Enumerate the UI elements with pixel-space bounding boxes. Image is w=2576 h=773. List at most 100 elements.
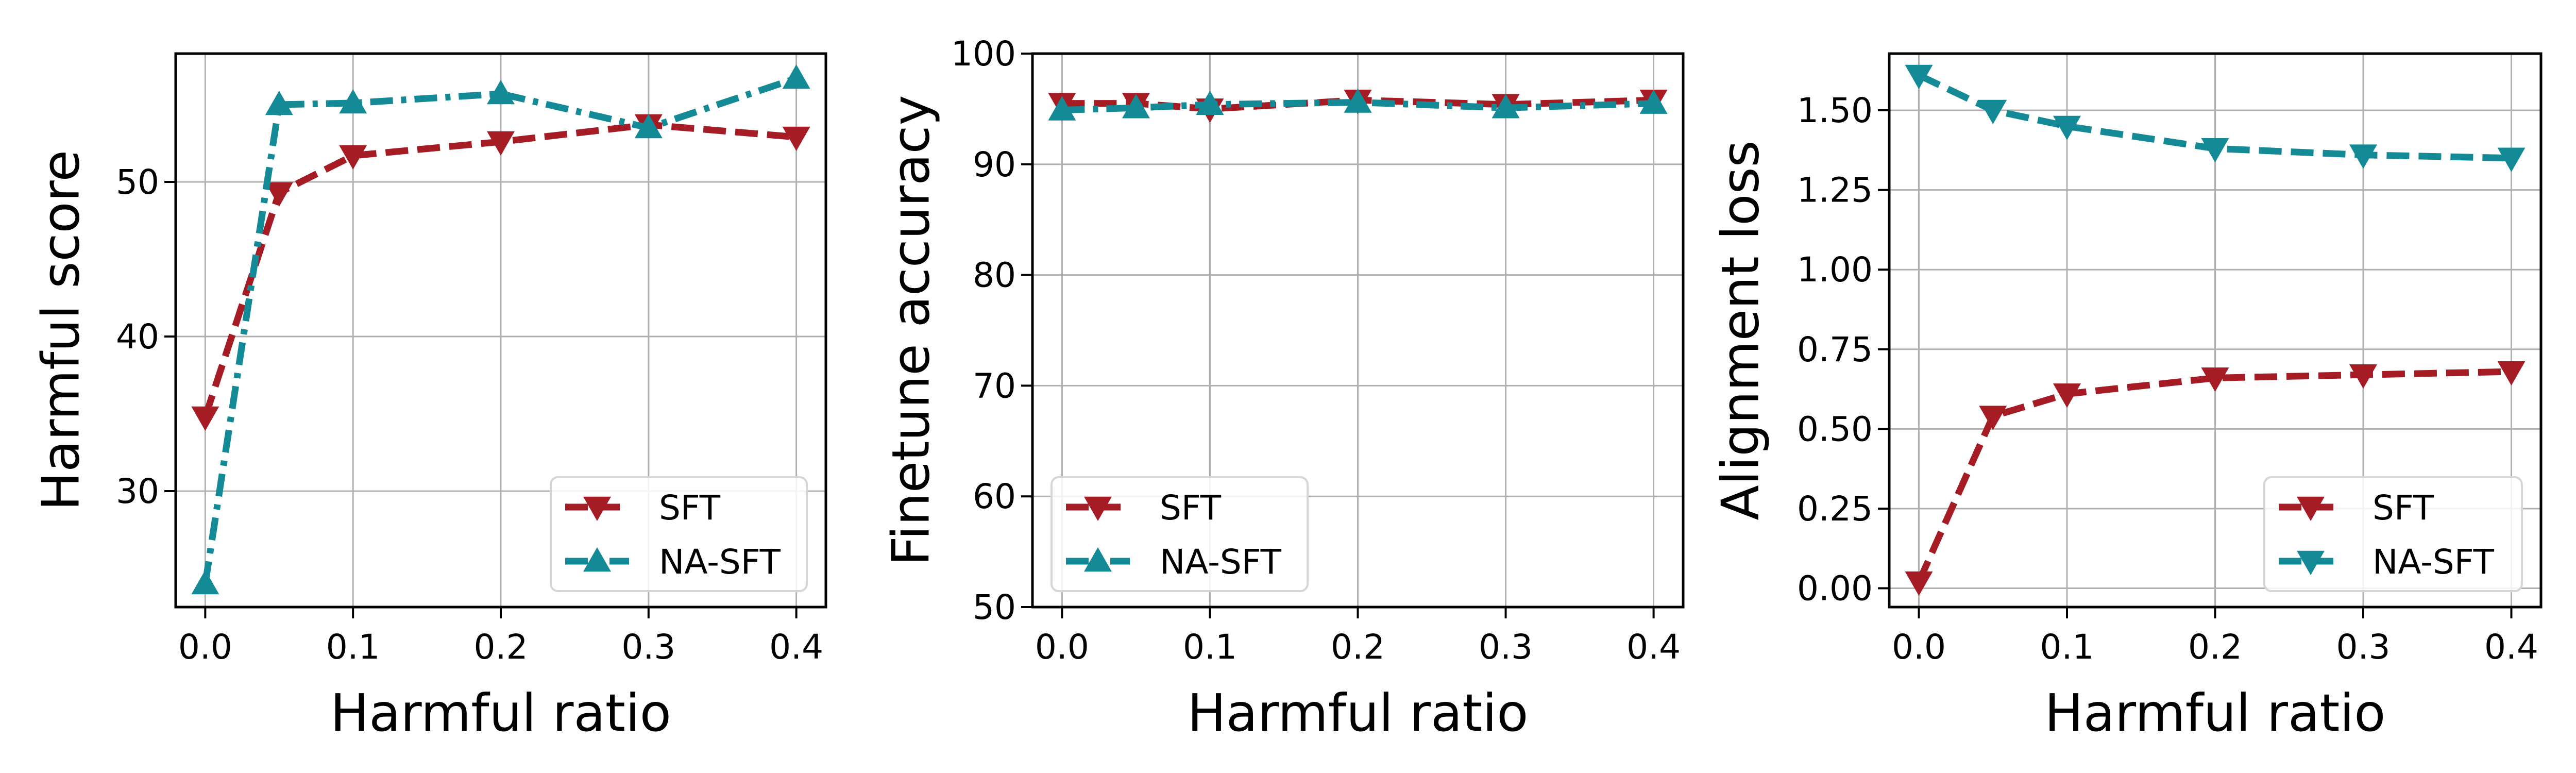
legend-item-na-sft: NA-SFT xyxy=(2279,542,2495,582)
legend-item-sft: SFT xyxy=(2279,488,2434,528)
x-tick-label: 0.4 xyxy=(1626,627,1681,667)
legend-item-na-sft: NA-SFT xyxy=(1066,542,1282,582)
data-point xyxy=(2053,115,2081,140)
data-point xyxy=(191,406,219,431)
legend-label: SFT xyxy=(1160,488,1222,528)
legend-label: NA-SFT xyxy=(659,542,781,582)
x-tick-label: 0.1 xyxy=(1183,627,1237,667)
y-tick-label: 70 xyxy=(973,366,1016,406)
x-tick-label: 0.2 xyxy=(1331,627,1385,667)
y-tick-label: 1.50 xyxy=(1797,91,1873,130)
legend-marker xyxy=(2297,496,2325,521)
data-point xyxy=(1196,90,1224,115)
legend-marker xyxy=(583,547,611,572)
y-tick-label: 80 xyxy=(973,256,1016,295)
x-tick-label: 0.2 xyxy=(474,627,528,667)
x-axis-label: Harmful ratio xyxy=(1188,683,1529,743)
y-tick-label: 1.25 xyxy=(1797,171,1873,210)
data-point xyxy=(1048,96,1076,121)
x-tick-label: 0.3 xyxy=(621,627,675,667)
legend-marker xyxy=(583,496,611,521)
y-tick-label: 0.25 xyxy=(1797,489,1873,529)
y-tick-label: 100 xyxy=(951,34,1016,74)
data-point xyxy=(2349,364,2377,389)
x-axis-label: Harmful ratio xyxy=(330,683,671,743)
x-tick-label: 0.2 xyxy=(2188,627,2242,667)
data-point xyxy=(2201,138,2229,163)
legend: SFT NA-SFT xyxy=(2263,476,2523,592)
y-tick-label: 0.75 xyxy=(1797,330,1873,369)
data-point xyxy=(1905,64,1933,90)
data-point xyxy=(1492,94,1520,119)
y-tick-label: 0.50 xyxy=(1797,409,1873,449)
legend-label: NA-SFT xyxy=(2372,542,2495,582)
x-tick-label: 0.1 xyxy=(2040,627,2094,667)
legend-label: SFT xyxy=(659,488,721,528)
y-axis-label: Alignment loss xyxy=(1710,140,1771,520)
data-point xyxy=(634,114,663,139)
legend: SFT NA-SFT xyxy=(550,476,808,592)
legend-label: NA-SFT xyxy=(1160,542,1282,582)
data-point xyxy=(2053,383,2081,408)
data-point xyxy=(2497,147,2526,172)
y-tick-label: 0.00 xyxy=(1797,569,1873,609)
x-axis-label: Harmful ratio xyxy=(2045,683,2386,743)
x-tick-label: 0.4 xyxy=(2484,627,2538,667)
series-line xyxy=(1062,96,1654,112)
series-na-sft xyxy=(1905,64,2526,172)
series-line xyxy=(201,75,798,584)
data-point xyxy=(339,145,367,170)
data-point xyxy=(487,131,515,156)
data-point xyxy=(1639,89,1668,114)
y-tick-label: 50 xyxy=(973,587,1016,627)
series-line xyxy=(1916,368,2512,583)
x-tick-label: 0.0 xyxy=(1035,627,1089,667)
series-na-sft xyxy=(1048,88,1668,121)
data-point xyxy=(265,91,293,115)
x-tick-label: 0.3 xyxy=(2336,627,2391,667)
data-point xyxy=(1344,88,1372,113)
x-tick-label: 0.1 xyxy=(326,627,380,667)
axes-frame xyxy=(1888,52,2543,609)
axes-frame xyxy=(1031,52,1685,609)
data-point xyxy=(1905,571,1933,596)
series-na-sft xyxy=(191,64,810,595)
data-point xyxy=(782,126,810,151)
data-point xyxy=(265,182,293,207)
y-tick-label: 40 xyxy=(116,317,159,357)
series-sft xyxy=(1905,361,2526,596)
chart-1: 0.0 0.1 0.2 0.3 0.4 30 40 50 Harmful ratio Harmfu… xyxy=(31,52,827,743)
data-point xyxy=(191,570,219,595)
series-line xyxy=(202,121,797,418)
x-tick-label: 0.4 xyxy=(769,627,823,667)
x-tick-label: 0.3 xyxy=(1479,627,1533,667)
data-point xyxy=(1979,406,2007,430)
data-point xyxy=(339,89,367,114)
y-tick-label: 50 xyxy=(116,162,159,202)
x-tick-label: 0.0 xyxy=(1892,627,1946,667)
data-point xyxy=(2201,367,2229,392)
chart-2: 0.0 0.1 0.2 0.3 0.4 50 60 70 80 90 100 Harmful rati… xyxy=(881,34,1685,743)
legend-marker xyxy=(2297,550,2325,575)
data-point xyxy=(2497,361,2526,386)
legend-item-na-sft: NA-SFT xyxy=(565,542,781,582)
series-line xyxy=(1062,99,1654,114)
legend-marker xyxy=(1084,547,1112,572)
y-tick-label: 1.00 xyxy=(1797,250,1873,290)
series-line xyxy=(1917,72,2512,162)
chart-3: 0.0 0.1 0.2 0.3 0.4 0.00 0.25 0.50 0.75 1.00 1.25 1… xyxy=(1710,52,2543,743)
x-tick-label: 0.0 xyxy=(178,627,232,667)
y-tick-label: 60 xyxy=(973,477,1016,516)
y-axis-label: Finetune accuracy xyxy=(881,95,941,565)
legend-marker xyxy=(1084,496,1112,521)
y-axis-label: Harmful score xyxy=(31,150,91,511)
axes-frame xyxy=(174,52,827,609)
data-point xyxy=(1122,94,1150,119)
legend-label: SFT xyxy=(2372,488,2434,528)
data-point xyxy=(487,80,515,105)
legend-item-sft: SFT xyxy=(565,488,721,528)
data-point xyxy=(782,64,810,89)
data-point xyxy=(1979,99,2007,125)
y-tick-label: 90 xyxy=(973,145,1016,184)
